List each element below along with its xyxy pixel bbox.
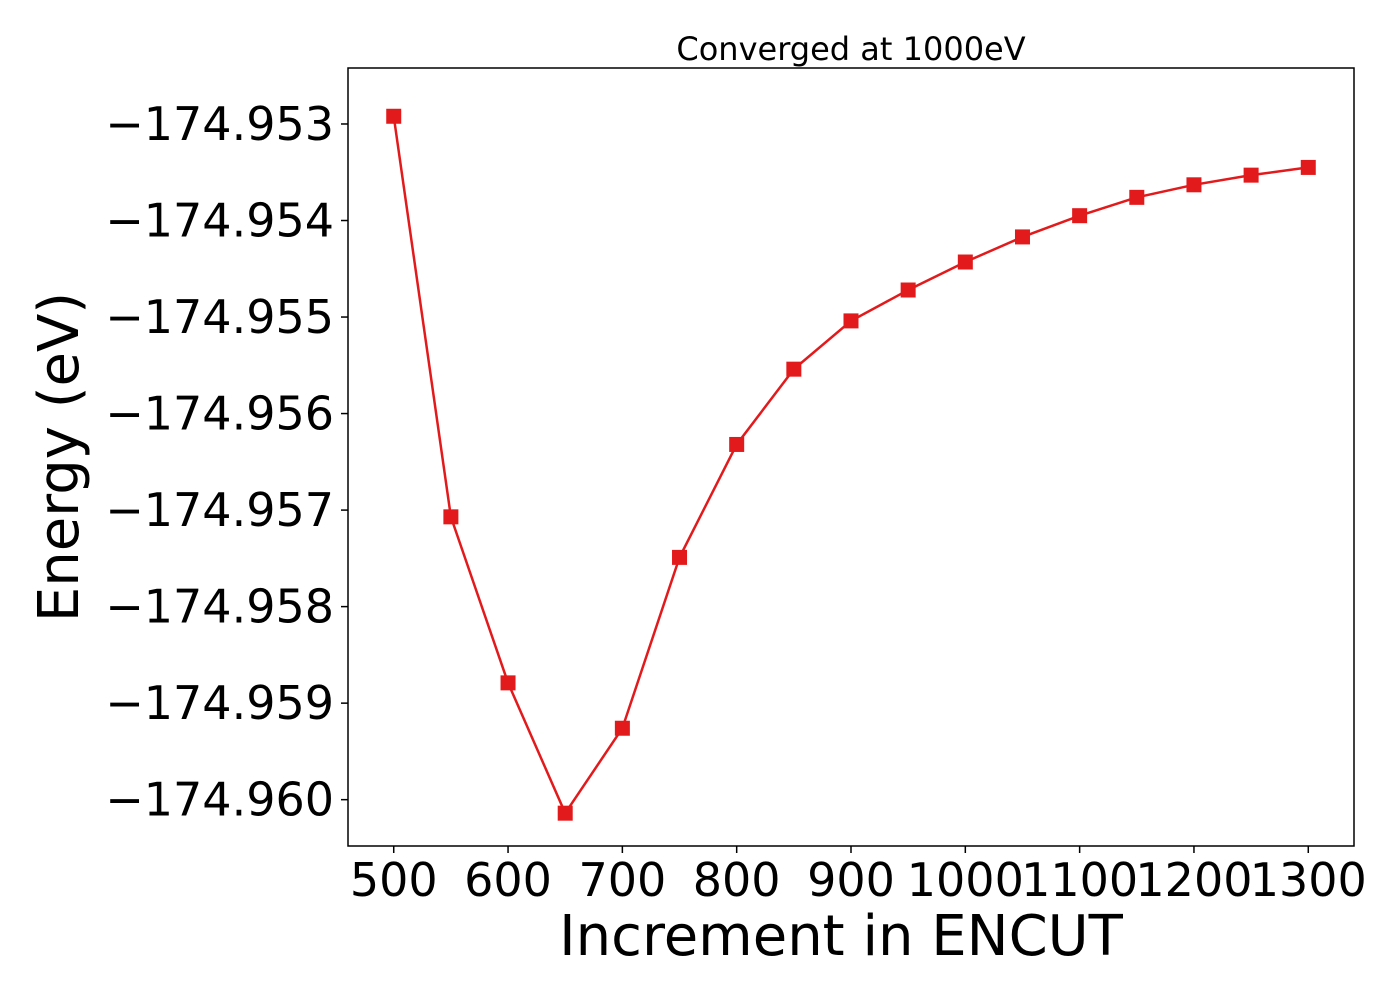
data-point-marker: [1014, 229, 1030, 245]
data-point-marker: [729, 436, 745, 452]
y-axis-label: Energy (eV): [27, 292, 92, 622]
x-tick-label: 1100: [1021, 853, 1138, 907]
y-tick-label: −174.953: [105, 97, 334, 151]
x-tick-label: 700: [578, 853, 666, 907]
data-point-marker: [1072, 208, 1088, 224]
x-tick-label: 1000: [907, 853, 1024, 907]
x-axis-label: Increment in ENCUT: [559, 904, 1124, 969]
chart-title: Converged at 1000eV: [676, 30, 1025, 68]
x-tick-label: 1200: [1135, 853, 1252, 907]
x-tick-label: 500: [350, 853, 438, 907]
y-tick-label: −174.958: [105, 580, 334, 634]
data-point-marker: [957, 254, 973, 270]
data-point-marker: [1300, 159, 1316, 175]
x-tick-label: 800: [693, 853, 781, 907]
x-tick-label: 900: [807, 853, 895, 907]
axes-frame: [347, 67, 1355, 847]
data-point-marker: [900, 282, 916, 298]
data-point-marker: [672, 549, 688, 565]
y-tick-label: −174.959: [105, 676, 334, 730]
data-point-marker: [443, 509, 459, 525]
data-point-marker: [843, 313, 859, 329]
data-point-marker: [386, 108, 402, 124]
series-line: [392, 116, 1309, 816]
y-tick-label: −174.956: [105, 387, 334, 441]
data-point-marker: [1186, 177, 1202, 193]
data-point-marker: [557, 805, 573, 821]
data-point-marker: [786, 361, 802, 377]
y-tick-label: −174.960: [105, 773, 334, 827]
data-point-marker: [1243, 167, 1259, 183]
data-point-marker: [500, 675, 516, 691]
x-tick-label: 1300: [1250, 853, 1367, 907]
data-point-marker: [614, 720, 630, 736]
y-tick-label: −174.957: [105, 483, 334, 537]
y-axis: −174.953 −174.954 −174.955 −174.956 −174.957…: [105, 97, 348, 827]
y-tick-label: −174.954: [105, 194, 334, 248]
plot-area: [386, 108, 1316, 821]
x-tick-label: 600: [464, 853, 552, 907]
y-tick-label: −174.955: [105, 290, 334, 344]
data-point-marker: [1129, 189, 1145, 205]
